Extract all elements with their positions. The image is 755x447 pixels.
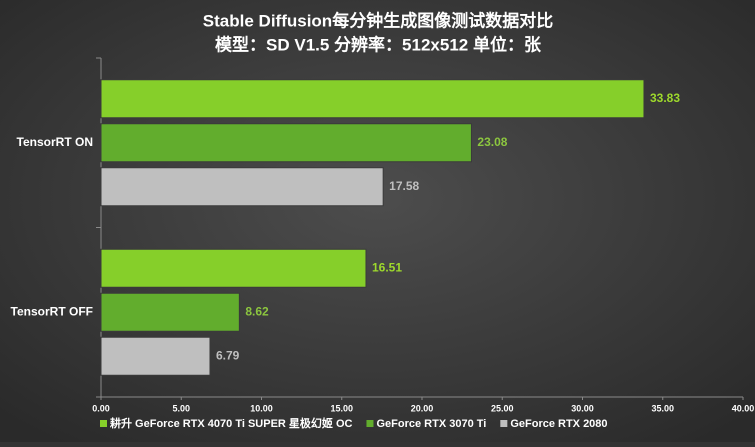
chart-subtitle: 模型：SD V1.5 分辨率：512x512 单位：张 [215, 34, 542, 54]
x-tick-label: 40.00 [732, 403, 755, 413]
legend-marker [500, 420, 508, 427]
bar [100, 248, 367, 288]
x-tick-label: 0.00 [92, 403, 110, 413]
bar [100, 292, 240, 332]
bar [100, 336, 211, 376]
legend-marker [366, 420, 374, 427]
bar [100, 123, 472, 163]
x-tick-label: 10.00 [250, 403, 273, 413]
x-tick-label: 20.00 [411, 403, 434, 413]
bar [100, 167, 384, 207]
value-label: 6.79 [216, 348, 240, 362]
bar [100, 79, 645, 119]
value-label: 23.08 [477, 135, 507, 149]
chart-title: Stable Diffusion每分钟生成图像测试数据对比 [203, 10, 553, 30]
y-tick-label: TensorRT ON [17, 135, 93, 149]
x-tick-label: 30.00 [571, 403, 594, 413]
legend-label: 耕升 GeForce RTX 4070 Ti SUPER 星极幻姬 OC [110, 416, 353, 430]
value-label: 8.62 [245, 304, 269, 318]
value-label: 17.58 [389, 179, 419, 193]
x-tick-label: 35.00 [651, 403, 674, 413]
legend-marker [100, 420, 107, 427]
legend-label: GeForce RTX 2080 [510, 418, 607, 430]
x-tick-label: 25.00 [491, 403, 514, 413]
x-tick-label: 15.00 [330, 403, 353, 413]
y-tick-label: TensorRT OFF [11, 304, 93, 318]
legend-label: GeForce RTX 3070 Ti [376, 418, 486, 430]
x-tick-label: 5.00 [172, 403, 190, 413]
value-label: 33.83 [650, 91, 680, 105]
value-label: 16.51 [372, 260, 402, 274]
